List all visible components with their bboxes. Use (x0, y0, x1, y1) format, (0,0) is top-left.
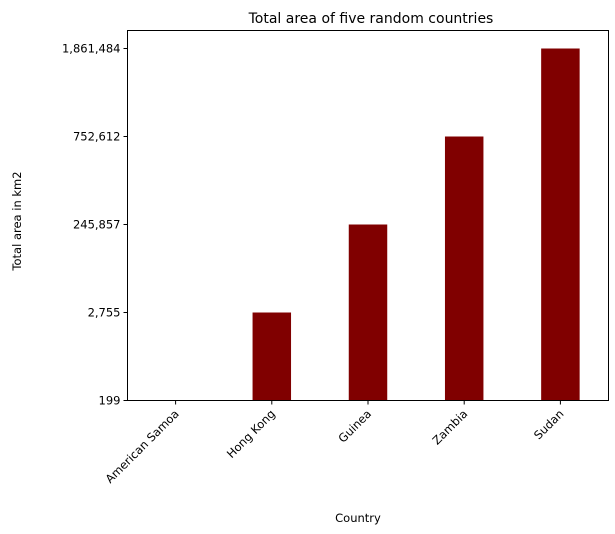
x-tick-label: Hong Kong (224, 407, 278, 461)
bars-group (252, 48, 580, 401)
x-axis-label: Country (335, 511, 381, 525)
bar (444, 136, 484, 401)
x-tick-label: Guinea (335, 407, 374, 446)
y-tick-label: 752,612 (73, 130, 121, 144)
chart-title: Total area of five random countries (248, 11, 494, 27)
bar (541, 48, 580, 401)
x-tick-label: American Samoa (103, 407, 182, 486)
y-tick-label: 245,857 (73, 218, 121, 232)
y-tick-label: 2,755 (88, 306, 121, 320)
bar (252, 312, 292, 401)
y-axis-label: Total area in km2 (10, 171, 24, 271)
bar (348, 224, 388, 401)
y-tick-label: 199 (99, 394, 121, 408)
y-tick-label: 1,861,484 (62, 42, 121, 56)
x-tick-label: Sudan (531, 407, 567, 443)
plot-frame (127, 30, 609, 401)
x-ticks-group: American Samoa Hong Kong Guinea Zambia Sudan (103, 400, 567, 486)
y-ticks-group: 199 2,755 245,857 752,612 1,861,484 (62, 42, 128, 408)
x-tick-label: Zambia (430, 407, 471, 448)
